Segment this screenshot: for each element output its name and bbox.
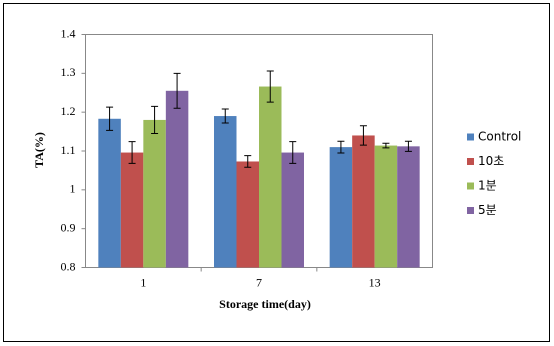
bar xyxy=(120,152,144,268)
error-bar xyxy=(382,142,390,149)
bar xyxy=(397,146,420,268)
legend-swatch xyxy=(467,133,474,141)
y-tick-label: 0.8 xyxy=(61,259,76,273)
y-axis-label: TA(%) xyxy=(32,132,46,168)
error-bar xyxy=(221,108,229,124)
bar xyxy=(281,152,304,268)
bar xyxy=(259,86,282,268)
error-bar xyxy=(244,155,252,168)
y-tick-label: 1.1 xyxy=(61,143,76,157)
bar xyxy=(352,135,375,268)
error-bar xyxy=(266,70,274,103)
bar xyxy=(165,90,189,268)
error-bar xyxy=(173,72,181,109)
chart-frame xyxy=(3,3,550,342)
legend-swatch xyxy=(467,182,474,190)
error-bar xyxy=(404,140,412,152)
bar xyxy=(329,147,353,268)
legend-label: 1분 xyxy=(478,179,497,193)
legend-label: Control xyxy=(478,130,521,144)
error-bar xyxy=(106,106,114,131)
x-tick-label: 13 xyxy=(369,275,381,289)
y-tick-label: 1 xyxy=(70,182,76,196)
legend-label: 5분 xyxy=(478,203,497,217)
legend-swatch xyxy=(467,207,474,214)
bar xyxy=(236,161,259,268)
x-axis-label: Storage time(day) xyxy=(219,297,311,311)
bar xyxy=(143,119,166,268)
error-bar xyxy=(128,141,136,164)
error-bar xyxy=(151,105,159,135)
y-tick-label: 1.2 xyxy=(61,104,76,118)
bar xyxy=(98,118,121,268)
x-tick-label: 1 xyxy=(140,275,146,289)
error-bar xyxy=(359,125,367,146)
bar xyxy=(214,116,237,268)
y-tick-label: 0.9 xyxy=(61,220,76,234)
y-tick-label: 1.4 xyxy=(61,26,76,40)
legend-swatch xyxy=(467,158,474,165)
error-bar xyxy=(289,141,297,164)
y-tick-label: 1.3 xyxy=(61,65,76,79)
x-tick-label: 7 xyxy=(256,275,262,289)
bar xyxy=(374,145,398,268)
legend-label: 10초 xyxy=(478,154,504,168)
error-bar xyxy=(337,140,345,154)
